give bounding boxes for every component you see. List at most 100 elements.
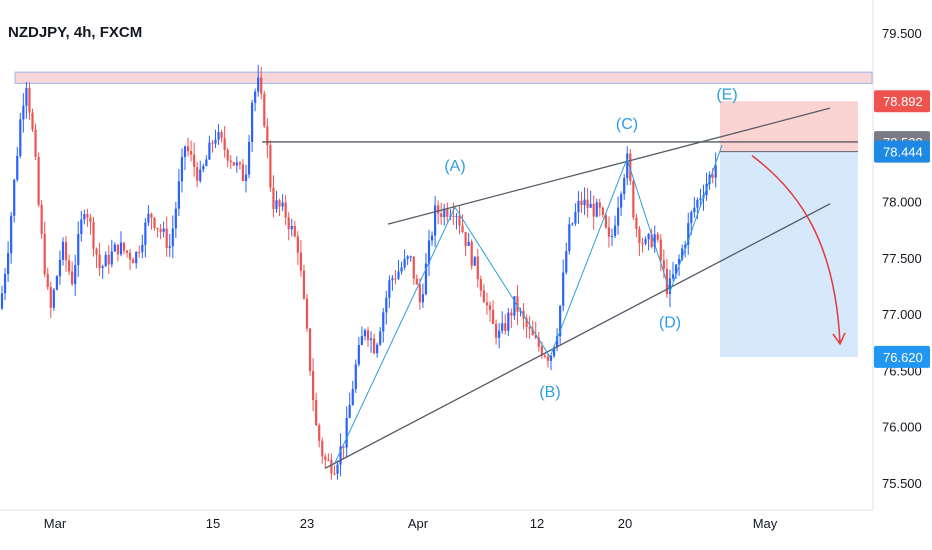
candle-body [287, 217, 290, 230]
candle-body [537, 337, 540, 347]
candle-body [595, 202, 598, 217]
candle-body [668, 278, 672, 295]
candle-body [693, 207, 696, 213]
wave-label: (E) [716, 86, 737, 103]
candle-body [74, 265, 77, 285]
candle-body [55, 276, 58, 290]
candle-body [3, 274, 7, 294]
candle-body [583, 199, 586, 206]
candle-body [254, 91, 257, 103]
zones-layer [14, 71, 873, 357]
y-tick-label: 77.500 [882, 251, 922, 266]
candle-body [119, 242, 123, 255]
candle-body [40, 204, 43, 235]
candle-body [95, 248, 98, 255]
wave-segment [454, 206, 551, 358]
candle-body [437, 205, 440, 214]
candle-body [467, 241, 470, 246]
candle-body [299, 252, 302, 271]
y-tick-label: 77.000 [882, 307, 922, 322]
y-tick-label: 79.500 [882, 26, 922, 41]
candle-body [647, 234, 650, 240]
candle-body [68, 260, 71, 272]
candle-body [46, 274, 49, 287]
candles-layer [0, 64, 717, 480]
candle-body [125, 250, 129, 253]
candle-body [98, 254, 101, 269]
candle-body [656, 234, 659, 240]
candle-body [601, 207, 604, 215]
candle-body [199, 169, 202, 181]
candle-body [190, 151, 193, 155]
candle-body [641, 243, 644, 245]
candle-body [476, 256, 479, 280]
candle-body [229, 160, 232, 163]
time-axis[interactable]: Mar 15 23 Apr 12 20 May [44, 516, 778, 531]
candle-body [604, 214, 607, 228]
candle-body [391, 278, 394, 281]
candle-body [278, 200, 281, 207]
candle-body [684, 244, 687, 249]
candle-body [238, 162, 241, 165]
price-tag [874, 345, 930, 368]
candle-body [61, 241, 65, 260]
candle-body [223, 138, 226, 151]
candle-body [412, 256, 415, 279]
x-tick-label: Mar [44, 516, 67, 531]
price-axis[interactable]: 79.50078.00077.50077.00076.50076.00075.5… [882, 26, 922, 491]
candle-body [528, 327, 531, 329]
candle-body [662, 260, 665, 269]
candle-body [272, 187, 275, 209]
candle-body [183, 146, 187, 158]
candle-body [31, 112, 34, 130]
candle-body [83, 214, 86, 220]
candle-body [552, 346, 556, 356]
candle-body [302, 270, 306, 299]
candle-body [409, 256, 412, 258]
candle-body [607, 227, 611, 237]
candle-body [235, 162, 238, 166]
candle-body [305, 298, 309, 329]
price-tag-value: 78.444 [883, 145, 923, 160]
candle-body [34, 129, 37, 157]
candle-body [458, 216, 461, 226]
x-tick-label: 23 [300, 516, 314, 531]
candle-body [379, 331, 382, 345]
x-tick-label: 20 [618, 516, 632, 531]
candle-body [452, 215, 455, 217]
candle-body [556, 336, 559, 347]
price-tag [874, 90, 930, 113]
candle-body [525, 318, 528, 328]
resistance-zone [14, 71, 873, 84]
candle-body [141, 244, 144, 253]
candle-body [696, 199, 699, 208]
candle-body [110, 251, 113, 265]
candle-body [678, 258, 681, 265]
candle-body [440, 213, 443, 218]
candle-body [116, 244, 119, 255]
candle-body [470, 241, 473, 266]
candle-body [424, 263, 428, 295]
candle-body [150, 213, 153, 218]
candle-body [86, 214, 89, 218]
candle-body [568, 224, 571, 252]
candle-body [180, 157, 184, 182]
candle-body [168, 246, 171, 248]
x-tick-label: 12 [530, 516, 544, 531]
candle-body [122, 242, 126, 251]
candle-body [7, 253, 10, 275]
candle-body [388, 280, 391, 298]
candle-body [373, 338, 376, 354]
candle-body [293, 226, 296, 237]
candle-body [620, 194, 623, 208]
candle-body [546, 356, 550, 361]
candle-body [247, 141, 251, 175]
candle-body [592, 203, 595, 217]
candle-body [348, 404, 351, 418]
candle-body [186, 146, 190, 152]
candle-body [531, 328, 534, 336]
candle-body [19, 119, 22, 156]
candle-body [498, 330, 501, 338]
